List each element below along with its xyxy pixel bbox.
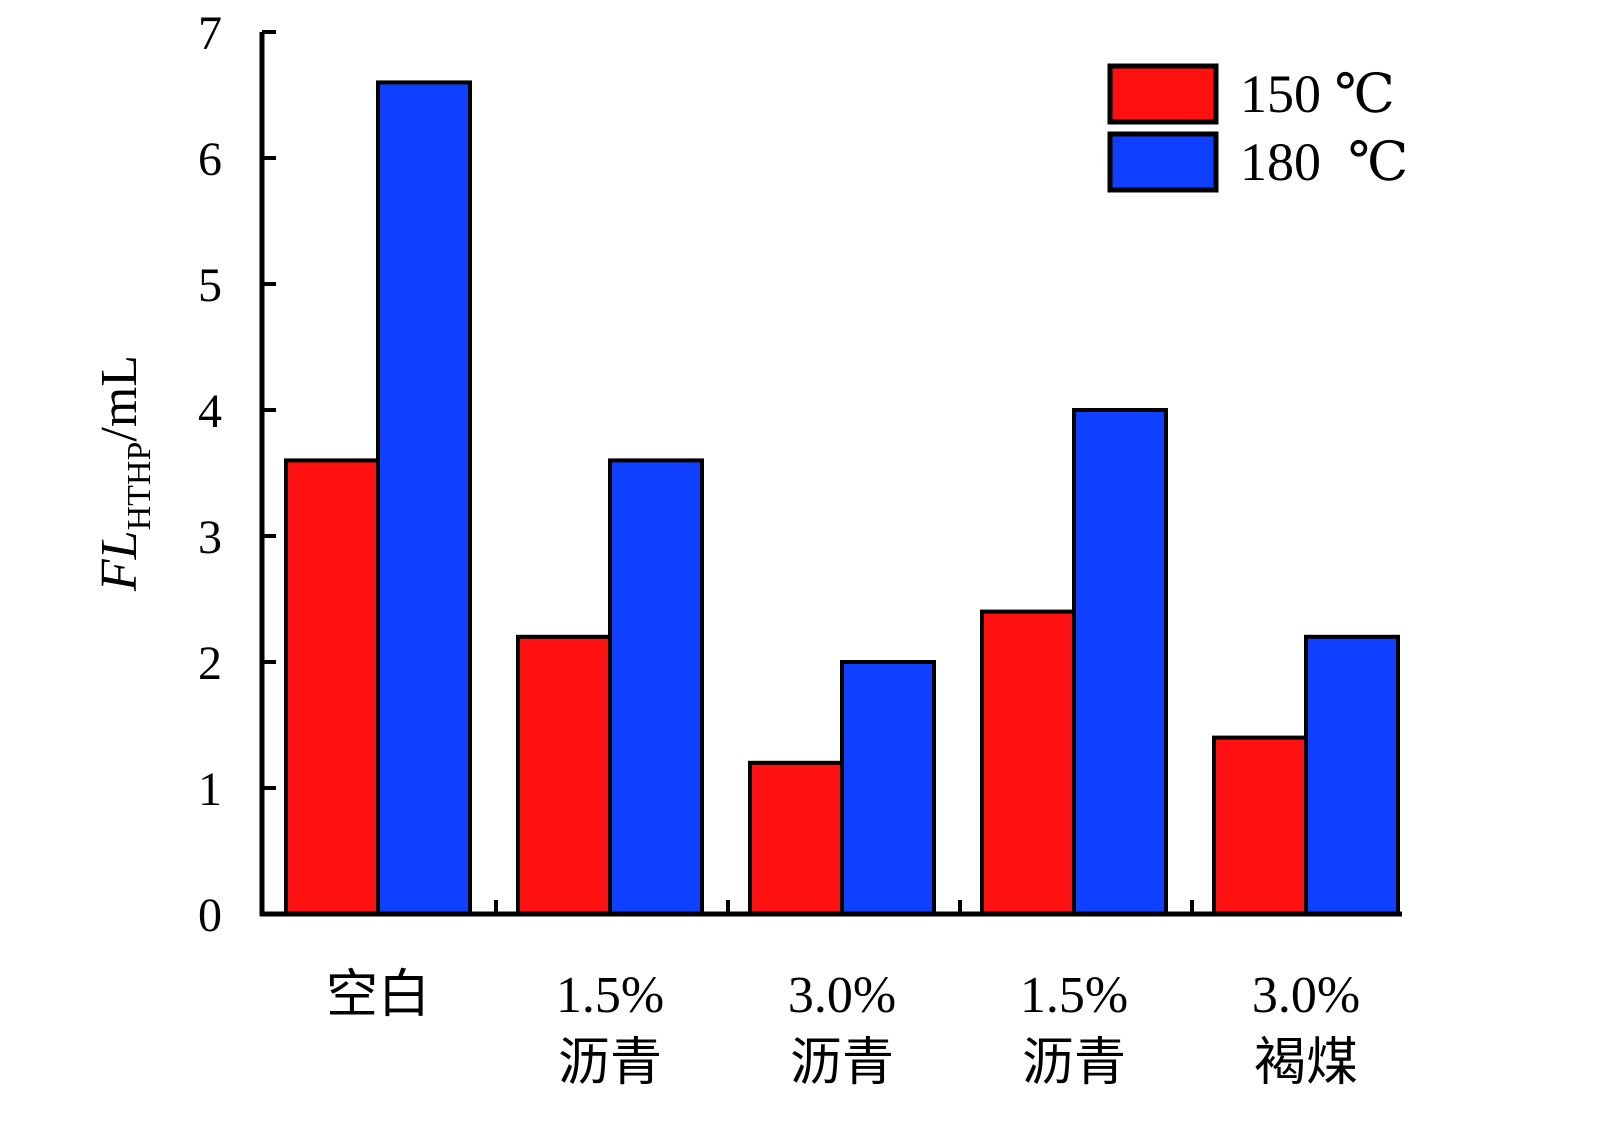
y-tick-label: 7 bbox=[198, 7, 222, 60]
y-tick-label: 0 bbox=[198, 889, 222, 942]
bar-180c-cat-1 bbox=[376, 80, 472, 916]
y-tick-label: 4 bbox=[198, 385, 222, 438]
bar-150c-cat-2 bbox=[516, 634, 612, 916]
legend-swatch-150c bbox=[1107, 63, 1219, 125]
chart-axes: 空白 1.5%沥青 3.0%沥青 1.5%沥青 3.0%褐煤 0 1 2 3 4 5 6 7 bbox=[198, 7, 1402, 1092]
bar-150c-cat-4 bbox=[980, 609, 1076, 916]
legend-swatch-180c bbox=[1107, 131, 1219, 193]
bar-180c-cat-3 bbox=[840, 660, 936, 916]
x-tick-label: 3.0%褐煤 bbox=[1252, 967, 1360, 1092]
y-tick-label: 1 bbox=[198, 763, 222, 816]
x-tick-label: 1.5%沥青 bbox=[556, 967, 664, 1092]
bar-180c-cat-2 bbox=[608, 458, 704, 916]
y-tick-label: 2 bbox=[198, 637, 222, 690]
legend: 150 ℃ 180 ℃ bbox=[1107, 63, 1408, 193]
x-tick-label: 空白 bbox=[326, 967, 430, 1024]
x-tick-label: 1.5%沥青 bbox=[1020, 967, 1128, 1092]
legend-label-180c: 180 ℃ bbox=[1240, 132, 1408, 192]
bar-150c-cat-3 bbox=[748, 760, 844, 916]
y-tick-label: 6 bbox=[198, 133, 222, 186]
bar-150c-cat-1 bbox=[284, 458, 380, 916]
y-axis-label: FLHTHP/mL bbox=[91, 355, 158, 592]
bar-180c-cat-5 bbox=[1304, 634, 1400, 916]
bar-150c-cat-5 bbox=[1212, 735, 1308, 916]
y-tick-label: 3 bbox=[198, 511, 222, 564]
chart-marks bbox=[284, 80, 1400, 916]
x-tick-label: 3.0%沥青 bbox=[788, 967, 896, 1092]
bar-180c-cat-4 bbox=[1072, 408, 1168, 916]
y-axis-title: FLHTHP/mL bbox=[91, 355, 158, 592]
legend-label-150c: 150 ℃ bbox=[1240, 64, 1395, 124]
y-tick-label: 5 bbox=[198, 259, 222, 312]
